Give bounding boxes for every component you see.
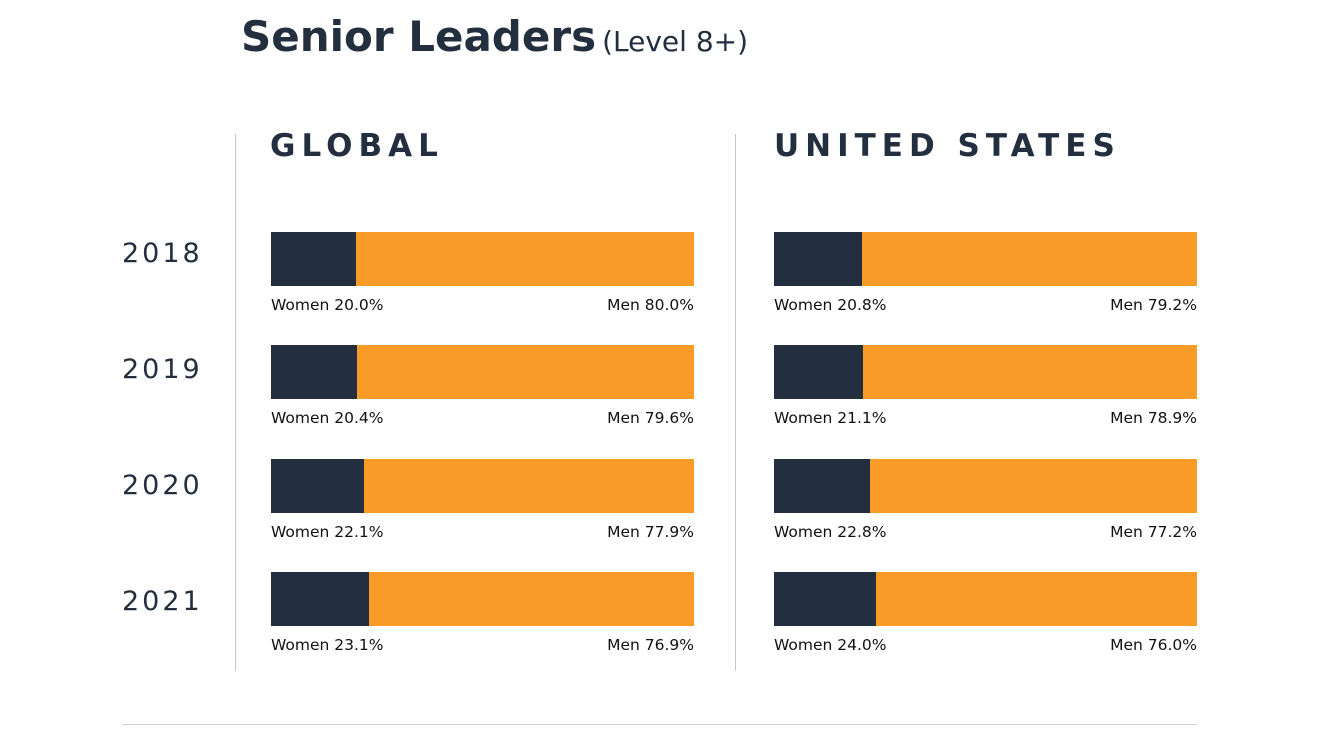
label-women-us-2020: Women 22.8% <box>774 523 887 541</box>
chart-title: Senior Leaders (Level 8+) <box>241 10 748 69</box>
label-women-global-2020: Women 22.1% <box>271 523 384 541</box>
bar-global-2019 <box>271 345 694 399</box>
bar-us-2020 <box>774 459 1197 513</box>
year-label-2021: 2021 <box>122 586 203 617</box>
bar-segment-women-us-2021 <box>774 572 876 626</box>
label-women-global-2018: Women 20.0% <box>271 296 384 314</box>
label-women-us-2019: Women 21.1% <box>774 409 887 427</box>
label-women-global-2021: Women 23.1% <box>271 636 384 654</box>
year-label-2018: 2018 <box>122 238 203 269</box>
bar-global-2020 <box>271 459 694 513</box>
bar-segment-women-us-2020 <box>774 459 871 513</box>
bar-segment-women-us-2018 <box>774 232 862 286</box>
label-men-us-2018: Men 79.2% <box>1110 296 1197 314</box>
label-men-us-2021: Men 76.0% <box>1110 636 1197 654</box>
bar-segment-women-global-2021 <box>271 572 369 626</box>
chart-title-text: Senior Leaders <box>241 12 597 61</box>
bar-segment-women-global-2018 <box>271 232 356 286</box>
label-men-global-2018: Men 80.0% <box>607 296 694 314</box>
bottom-rule <box>122 724 1197 725</box>
label-women-us-2021: Women 24.0% <box>774 636 887 654</box>
label-men-global-2019: Men 79.6% <box>607 409 694 427</box>
bar-segment-women-global-2020 <box>271 459 365 513</box>
panel-divider-us <box>735 134 736 671</box>
label-women-us-2018: Women 20.8% <box>774 296 887 314</box>
panel-divider-global <box>235 134 236 671</box>
bar-global-2018 <box>271 232 694 286</box>
year-label-2020: 2020 <box>122 470 203 501</box>
year-label-2019: 2019 <box>122 354 203 385</box>
bar-us-2019 <box>774 345 1197 399</box>
chart-subtitle: (Level 8+) <box>602 25 749 58</box>
label-women-global-2019: Women 20.4% <box>271 409 384 427</box>
bar-segment-women-us-2019 <box>774 345 864 399</box>
label-men-global-2020: Men 77.9% <box>607 523 694 541</box>
panel-title-global: GLOBAL <box>270 128 444 164</box>
bar-segment-women-global-2019 <box>271 345 358 399</box>
panel-title-united-states: UNITED STATES <box>774 128 1121 164</box>
bar-us-2021 <box>774 572 1197 626</box>
bar-us-2018 <box>774 232 1197 286</box>
label-men-us-2020: Men 77.2% <box>1110 523 1197 541</box>
bar-global-2021 <box>271 572 694 626</box>
label-men-us-2019: Men 78.9% <box>1110 409 1197 427</box>
label-men-global-2021: Men 76.9% <box>607 636 694 654</box>
